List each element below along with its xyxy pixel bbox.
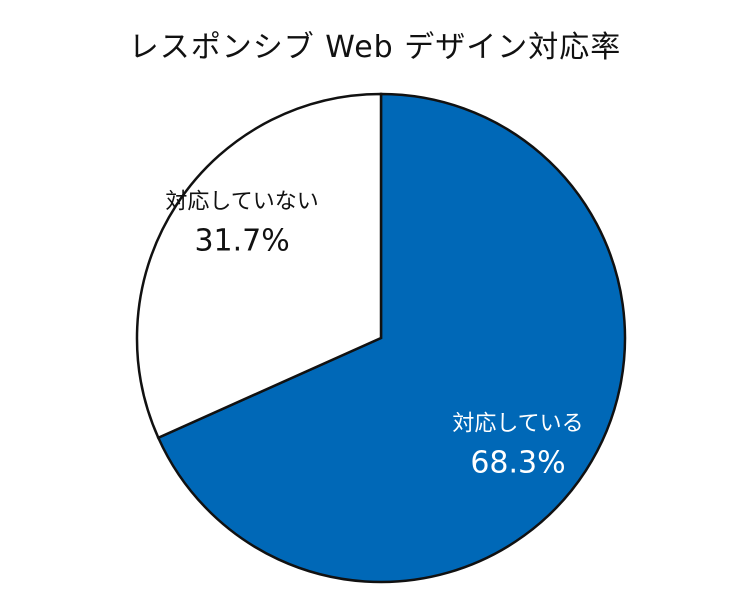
slice-value-1: 68.3%	[470, 445, 565, 480]
pie-slice-1	[156, 92, 627, 584]
pie-slices	[135, 92, 627, 584]
slice-label-2: 対応していない	[165, 189, 318, 214]
chart-title: レスポンシブ Web デザイン対応率	[128, 30, 622, 65]
slice-label-1: 対応している	[452, 411, 583, 436]
pie-slice-2	[135, 92, 383, 440]
pie-labels: 対応している 68.3% 対応していない 31.7%	[165, 189, 583, 480]
slice-value-2: 31.7%	[194, 223, 289, 258]
